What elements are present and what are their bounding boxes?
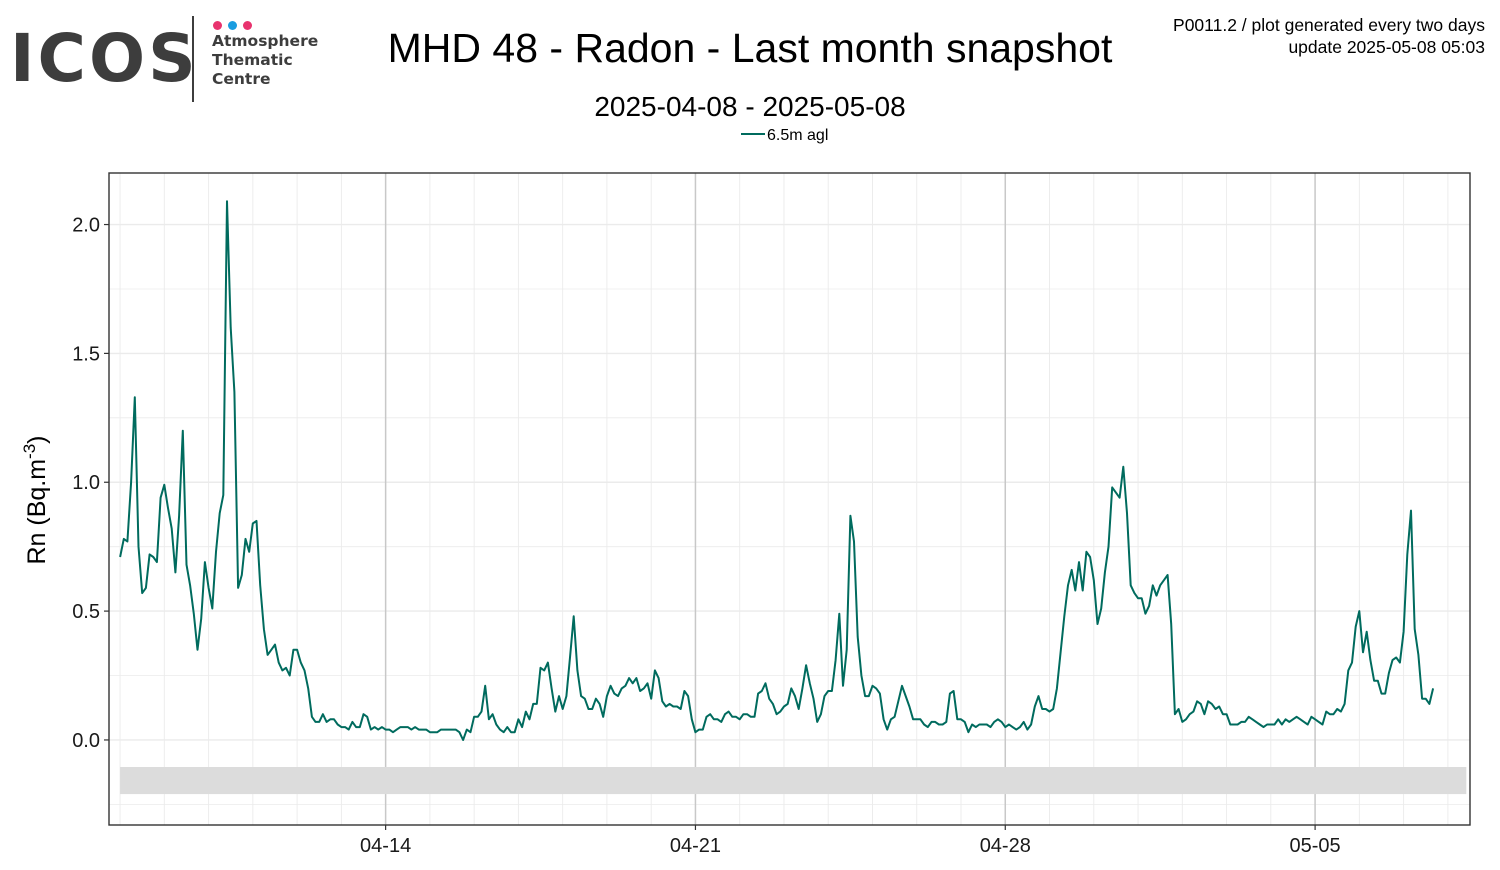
plot-meta: P0011.2 / plot generated every two days … — [1173, 14, 1485, 58]
logo-subtitle-line: Atmosphere — [212, 32, 319, 50]
icos-logo: ICOS Atmosphere Thematic Centre — [10, 14, 330, 106]
logo-subtitle: Atmosphere Thematic Centre — [212, 32, 318, 89]
legend-swatch — [741, 132, 765, 135]
x-tick-label: 05-05 — [1290, 835, 1341, 857]
legend-label: 6.5m agl — [767, 127, 829, 144]
logo-wordmark: ICOS — [10, 20, 199, 97]
y-tick-label: 0.5 — [72, 601, 100, 623]
chart-subtitle: 2025-04-08 - 2025-05-08 — [594, 91, 906, 122]
logo-divider — [192, 16, 194, 102]
series-line — [119, 200, 1435, 741]
x-tick-label: 04-28 — [980, 835, 1031, 857]
x-tick-label: 04-14 — [360, 835, 411, 857]
plot-panel — [109, 173, 1470, 825]
plot-border — [108, 172, 1471, 826]
y-tick-label: 2.0 — [72, 215, 100, 237]
x-tick-label: 04-21 — [670, 835, 721, 857]
logo-dot — [243, 21, 252, 30]
logo-dots — [213, 17, 258, 30]
legend: 6.5m agl — [741, 126, 828, 146]
logo-dot — [228, 21, 237, 30]
plot-id-text: P0011.2 / plot generated every two days — [1173, 15, 1485, 35]
update-timestamp: update 2025-05-08 05:03 — [1288, 37, 1485, 57]
y-tick-label: 0.0 — [72, 730, 100, 752]
background-band — [120, 767, 1467, 795]
logo-dot — [213, 21, 222, 30]
y-tick-label: 1.0 — [72, 472, 100, 494]
chart-title: MHD 48 - Radon - Last month snapshot — [387, 25, 1113, 71]
y-tick-label: 1.5 — [72, 343, 100, 365]
logo-subtitle-line: Centre — [212, 70, 271, 88]
y-axis-title: Rn (Bq.m-3) — [20, 435, 51, 564]
logo-subtitle-line: Thematic — [212, 51, 293, 69]
